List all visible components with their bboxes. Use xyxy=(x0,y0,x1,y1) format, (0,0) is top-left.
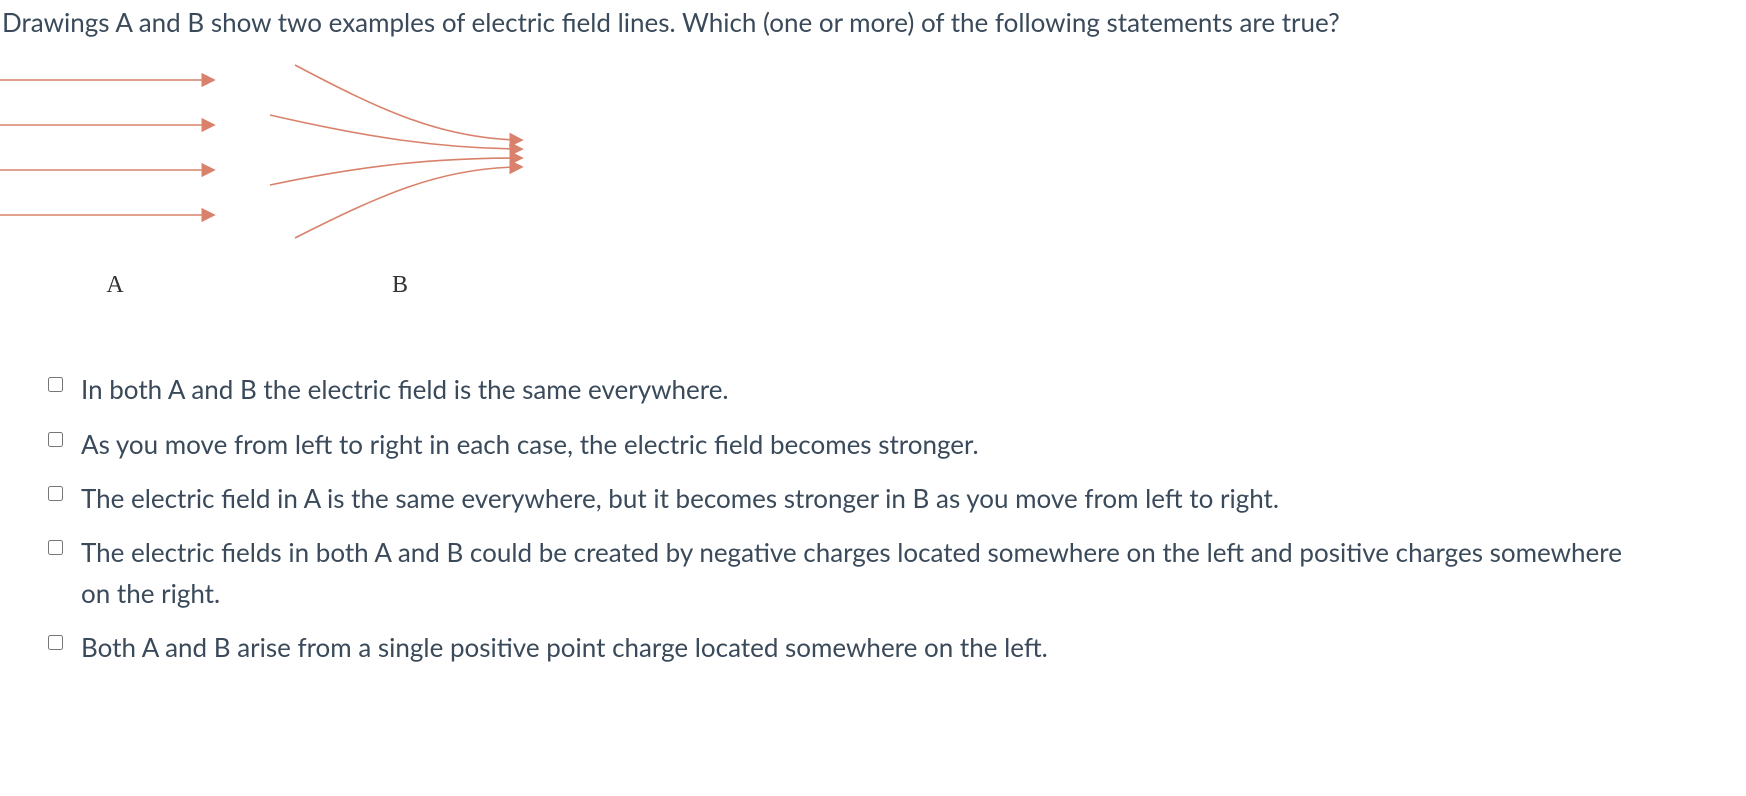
option-label: Both A and B arise from a single positiv… xyxy=(81,627,1641,667)
option-checkbox-0[interactable] xyxy=(48,377,63,392)
option-checkbox-2[interactable] xyxy=(48,486,63,501)
figure-a-block: A xyxy=(0,60,230,299)
option-label: In both A and B the electric field is th… xyxy=(81,369,1641,409)
option-row: The electric fields in both A and B coul… xyxy=(48,532,1746,613)
figure-a-label: A xyxy=(0,272,230,299)
option-checkbox-1[interactable] xyxy=(48,432,63,447)
figure-b-svg xyxy=(260,60,540,260)
option-row: In both A and B the electric field is th… xyxy=(48,369,1746,409)
figure-a-svg xyxy=(0,60,230,260)
figure-b-label: B xyxy=(260,272,540,299)
figures-row: A B xyxy=(0,60,1746,299)
option-label: As you move from left to right in each c… xyxy=(81,424,1641,464)
option-label: The electric field in A is the same ever… xyxy=(81,478,1641,518)
option-checkbox-3[interactable] xyxy=(48,540,63,555)
option-row: The electric field in A is the same ever… xyxy=(48,478,1746,518)
option-row: As you move from left to right in each c… xyxy=(48,424,1746,464)
question-text: Drawings A and B show two examples of el… xyxy=(2,4,1746,40)
options-list: In both A and B the electric field is th… xyxy=(48,369,1746,667)
option-row: Both A and B arise from a single positiv… xyxy=(48,627,1746,667)
figure-b-block: B xyxy=(260,60,540,299)
question-page: Drawings A and B show two examples of el… xyxy=(0,0,1746,721)
option-label: The electric fields in both A and B coul… xyxy=(81,532,1641,613)
option-checkbox-4[interactable] xyxy=(48,635,63,650)
